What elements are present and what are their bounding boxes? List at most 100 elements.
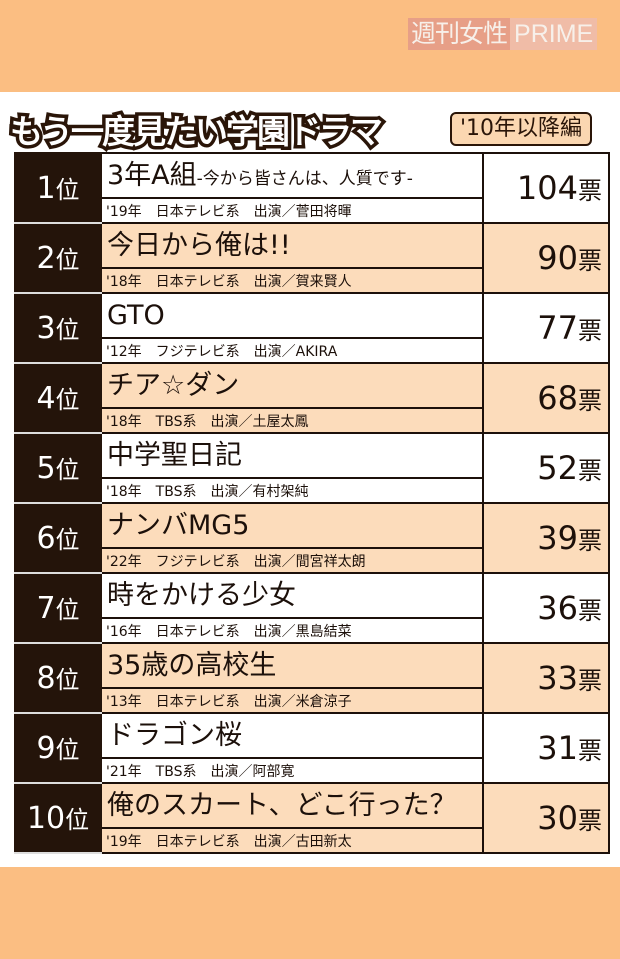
drama-title: 中学聖日記 xyxy=(107,440,242,471)
drama-title: 俺のスカート、どこ行った？ xyxy=(107,790,457,821)
drama-info: '18年 TBS系 出演／土屋太鳳 xyxy=(100,407,484,434)
drama-title-cell: 俺のスカート、どこ行った？ xyxy=(100,782,484,829)
votes-cell: 31票 xyxy=(482,712,610,784)
drama-info: '13年 日本テレビ系 出演／米倉涼子 xyxy=(100,687,484,714)
rank-suffix: 位 xyxy=(55,176,80,204)
rank-number: 8 xyxy=(36,661,56,696)
drama-info: '21年 TBS系 出演／阿部寛 xyxy=(100,757,484,784)
rank-suffix: 位 xyxy=(55,736,80,764)
logo-jp: 週刊女性 xyxy=(408,18,511,50)
drama-info: '18年 TBS系 出演／有村架純 xyxy=(100,477,484,504)
drama-title-cell: 3年A組-今から皆さんは、人質です- xyxy=(100,152,484,199)
drama-title-cell: ドラゴン桜 xyxy=(100,712,484,759)
drama-title-cell: 時をかける少女 xyxy=(100,572,484,619)
rank-number: 6 xyxy=(36,521,56,556)
drama-title-cell: GTO xyxy=(100,292,484,339)
vote-count: 31 xyxy=(537,729,578,767)
rank-number: 2 xyxy=(36,241,56,276)
table-row: 9位 ドラゴン桜 31票 xyxy=(14,712,610,784)
votes-cell: 36票 xyxy=(482,572,610,644)
table-row-info: '18年 TBS系 出演／有村架純 xyxy=(15,477,609,504)
rank-cell: 9位 xyxy=(14,712,102,784)
drama-title-cell: 中学聖日記 xyxy=(100,432,484,479)
table-row-info: '16年 日本テレビ系 出演／黒島結菜 xyxy=(15,617,609,644)
vote-count: 104 xyxy=(516,169,578,207)
drama-info: '19年 日本テレビ系 出演／菅田将暉 xyxy=(100,197,484,224)
drama-info: '19年 日本テレビ系 出演／古田新太 xyxy=(100,827,484,854)
table-row: 8位 35歳の高校生 33票 xyxy=(14,642,610,714)
drama-title-cell: 今日から俺は!! xyxy=(100,222,484,269)
drama-title: チア☆ダン xyxy=(107,370,240,401)
rank-cell: 7位 xyxy=(14,572,102,644)
table-row-info: '12年 フジテレビ系 出演／AKIRA xyxy=(15,337,609,364)
votes-cell: 39票 xyxy=(482,502,610,574)
vote-suffix: 票 xyxy=(578,387,602,415)
votes-cell: 104票 xyxy=(482,152,610,224)
vote-suffix: 票 xyxy=(578,597,602,625)
rank-suffix: 位 xyxy=(55,386,80,414)
rank-suffix: 位 xyxy=(55,666,80,694)
rank-number: 1 xyxy=(36,171,56,206)
table-row-info: '19年 日本テレビ系 出演／菅田将暉 xyxy=(15,197,609,224)
table-row: 4位 チア☆ダン 68票 xyxy=(14,362,610,434)
rank-number: 3 xyxy=(36,311,56,346)
table-row: 7位 時をかける少女 36票 xyxy=(14,572,610,644)
rank-suffix: 位 xyxy=(55,246,80,274)
vote-count: 90 xyxy=(537,239,578,277)
drama-title: 時をかける少女 xyxy=(107,580,296,611)
vote-suffix: 票 xyxy=(578,807,602,835)
table-row-info: '18年 TBS系 出演／土屋太鳳 xyxy=(15,407,609,434)
table-row: 3位 GTO 77票 xyxy=(14,292,610,364)
drama-title: ナンバMG5 xyxy=(107,510,250,541)
vote-suffix: 票 xyxy=(578,527,602,555)
table-row: 10位 俺のスカート、どこ行った？ 30票 xyxy=(14,782,610,854)
drama-info: '18年 日本テレビ系 出演／賀来賢人 xyxy=(100,267,484,294)
rank-cell: 2位 xyxy=(14,222,102,294)
rank-suffix: 位 xyxy=(55,456,80,484)
brand-logo: 週刊女性 PRIME xyxy=(408,18,598,50)
rank-cell: 6位 xyxy=(14,502,102,574)
vote-count: 30 xyxy=(537,799,578,837)
page-title: もう一度見たい学園ドラマ xyxy=(6,109,386,155)
rank-cell: 1位 xyxy=(14,152,102,224)
period-tag: '10年以降編 xyxy=(450,112,593,146)
rank-suffix: 位 xyxy=(55,526,80,554)
votes-cell: 30票 xyxy=(482,782,610,854)
vote-suffix: 票 xyxy=(578,457,602,485)
drama-title: ドラゴン桜 xyxy=(107,720,242,751)
votes-cell: 77票 xyxy=(482,292,610,364)
rank-number: 10 xyxy=(26,801,66,836)
table-row: 6位 ナンバMG5 39票 xyxy=(14,502,610,574)
vote-count: 52 xyxy=(537,449,578,487)
vote-count: 77 xyxy=(537,309,578,347)
table-row-info: '19年 日本テレビ系 出演／古田新太 xyxy=(15,827,609,854)
rank-suffix: 位 xyxy=(65,806,90,834)
drama-subtitle: -今から皆さんは、人質です- xyxy=(196,169,413,189)
drama-title: 35歳の高校生 xyxy=(107,650,277,681)
drama-info: '12年 フジテレビ系 出演／AKIRA xyxy=(100,337,484,364)
drama-title-cell: 35歳の高校生 xyxy=(100,642,484,689)
rank-cell: 8位 xyxy=(14,642,102,714)
vote-suffix: 票 xyxy=(578,667,602,695)
table-row-info: '21年 TBS系 出演／阿部寛 xyxy=(15,757,609,784)
vote-count: 39 xyxy=(537,519,578,557)
table-row: 1位 3年A組-今から皆さんは、人質です- 104票 xyxy=(14,152,610,224)
vote-suffix: 票 xyxy=(578,247,602,275)
drama-info: '22年 フジテレビ系 出演／間宮祥太朗 xyxy=(100,547,484,574)
rank-number: 4 xyxy=(36,381,56,416)
votes-cell: 52票 xyxy=(482,432,610,504)
drama-title: 今日から俺は!! xyxy=(107,230,291,261)
vote-count: 36 xyxy=(537,589,578,627)
table-row-info: '22年 フジテレビ系 出演／間宮祥太朗 xyxy=(15,547,609,574)
table-row-info: '13年 日本テレビ系 出演／米倉涼子 xyxy=(15,687,609,714)
votes-cell: 90票 xyxy=(482,222,610,294)
votes-cell: 33票 xyxy=(482,642,610,714)
vote-suffix: 票 xyxy=(578,177,602,205)
rank-number: 5 xyxy=(36,451,56,486)
rank-cell: 3位 xyxy=(14,292,102,364)
drama-title: GTO xyxy=(107,300,165,331)
table-row: 2位 今日から俺は!! 90票 xyxy=(14,222,610,294)
rank-cell: 4位 xyxy=(14,362,102,434)
drama-title: 3年A組 xyxy=(107,160,197,191)
rank-number: 9 xyxy=(36,731,56,766)
